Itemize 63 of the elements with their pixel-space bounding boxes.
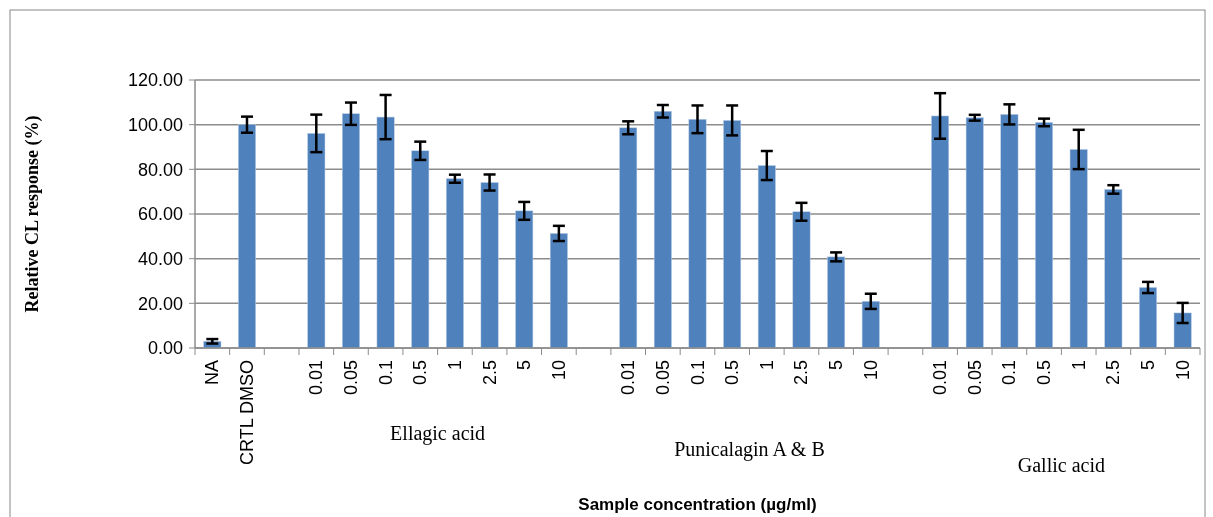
text: Ellagic acid bbox=[390, 422, 486, 445]
x-tick-label: 2.5 bbox=[791, 360, 812, 386]
x-tick-label: 0.1 bbox=[375, 360, 396, 386]
bar bbox=[515, 210, 534, 349]
bar bbox=[238, 124, 256, 349]
x-tick-label: 0.05 bbox=[964, 360, 985, 396]
bar bbox=[653, 111, 672, 349]
bar bbox=[861, 301, 880, 349]
text: Punicalagin A & B bbox=[674, 438, 825, 461]
x-tick-label: NA bbox=[202, 360, 223, 386]
bar bbox=[619, 127, 638, 349]
bar bbox=[1139, 287, 1157, 349]
bar bbox=[307, 133, 326, 349]
bar bbox=[549, 233, 568, 349]
bar bbox=[688, 119, 707, 349]
y-tick-label: 100.00 bbox=[127, 114, 183, 135]
y-tick-label: 60.00 bbox=[137, 204, 183, 225]
x-tick-label: 10 bbox=[548, 360, 569, 381]
bar bbox=[1069, 149, 1088, 349]
x-tick-label: 0.5 bbox=[722, 360, 743, 386]
y-axis-title: Relative CL response (%) bbox=[22, 115, 43, 313]
bar bbox=[1035, 122, 1053, 349]
bar bbox=[446, 178, 464, 349]
bar bbox=[480, 182, 499, 349]
bar bbox=[792, 211, 811, 349]
y-tick-label: 120.00 bbox=[127, 70, 183, 91]
x-tick-label: 0.01 bbox=[930, 360, 951, 396]
x-tick-label: 1 bbox=[1068, 360, 1089, 371]
bar bbox=[411, 150, 430, 349]
y-tick-label: 40.00 bbox=[137, 248, 183, 269]
text: Gallic acid bbox=[1017, 454, 1105, 476]
bar bbox=[1000, 114, 1019, 349]
bar bbox=[757, 165, 776, 349]
x-tick-label: 0.05 bbox=[652, 360, 673, 396]
x-tick-label: 0.1 bbox=[999, 360, 1020, 386]
y-tick-label: 20.00 bbox=[137, 293, 183, 314]
bar bbox=[342, 113, 360, 349]
y-tick-label: 0.00 bbox=[147, 338, 183, 359]
x-tick-label: 0.01 bbox=[306, 360, 327, 396]
y-tick-label: 80.00 bbox=[137, 159, 183, 180]
x-tick-label: 5 bbox=[1138, 360, 1159, 371]
x-tick-label: 10 bbox=[1172, 360, 1193, 381]
x-tick-label: 0.5 bbox=[410, 360, 431, 386]
x-tick-label: CRTL DMSO bbox=[236, 360, 257, 466]
x-tick-label: 2.5 bbox=[479, 360, 500, 386]
bar bbox=[965, 117, 984, 349]
x-tick-label: 5 bbox=[826, 360, 847, 371]
bar bbox=[827, 256, 846, 349]
bar bbox=[376, 116, 395, 349]
x-tick-label: 0.01 bbox=[618, 360, 639, 396]
bar bbox=[1104, 189, 1123, 349]
bar bbox=[723, 120, 742, 349]
bar bbox=[931, 115, 949, 349]
x-tick-label: 1 bbox=[756, 360, 777, 371]
x-tick-label: 5 bbox=[514, 360, 535, 371]
x-tick-label: 0.1 bbox=[687, 360, 708, 386]
x-tick-label: 10 bbox=[860, 360, 881, 381]
x-axis-title: Sample concentration (µg/ml) bbox=[578, 495, 817, 514]
x-tick-label: 1 bbox=[444, 360, 465, 371]
x-tick-label: 0.5 bbox=[1034, 360, 1055, 386]
x-tick-label: 2.5 bbox=[1103, 360, 1124, 386]
bar bbox=[1173, 312, 1192, 349]
x-tick-label: 0.05 bbox=[340, 360, 361, 396]
